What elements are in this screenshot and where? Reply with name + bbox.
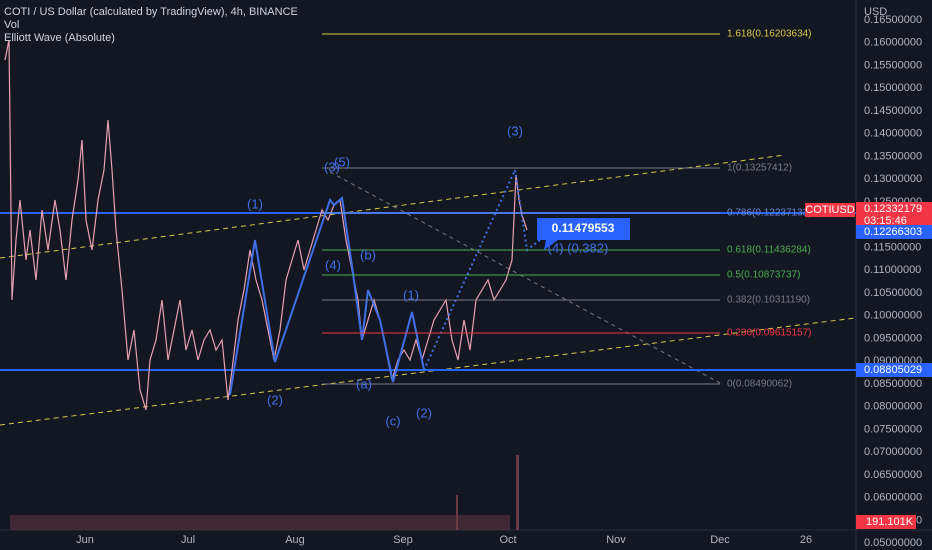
last-price: 0.12332179 xyxy=(864,203,922,215)
wave-label: (c) xyxy=(385,413,400,428)
wave-label: (b) xyxy=(360,247,376,262)
wave-label: (3) xyxy=(507,123,523,138)
last-price-tag xyxy=(856,202,932,228)
wave-label: (1) xyxy=(247,196,263,211)
wave-label: (5) xyxy=(334,154,350,169)
indicator-label: Vol xyxy=(4,19,19,31)
symbol-tag-text: COTIUSD xyxy=(805,204,855,216)
price-axis-label: 0.15000000 xyxy=(864,82,922,94)
time-axis-label: Sep xyxy=(393,534,413,546)
price-axis-label: 0.13000000 xyxy=(864,173,922,185)
symbol-tag xyxy=(805,203,855,217)
support-price: 0.08805029 xyxy=(864,364,922,376)
price-axis-label: 0.05000000 xyxy=(864,537,922,549)
time-axis-label: Aug xyxy=(285,534,305,546)
price-axis-label: 0.15500000 xyxy=(864,59,922,71)
price-axis-label: 0.06000000 xyxy=(864,492,922,504)
wave-label: (1) xyxy=(403,287,419,302)
price-axis-label: 0.11500000 xyxy=(864,241,921,253)
chart-title: COTI / US Dollar (calculated by TradingV… xyxy=(4,6,298,18)
price-axis-label: 0.09500000 xyxy=(864,332,922,344)
time-axis-label: Oct xyxy=(499,534,516,546)
price-axis-label: 0.10000000 xyxy=(864,310,922,322)
price-axis-label: 0.06500000 xyxy=(864,469,922,481)
fib-level-label: 0.5(0.10873737) xyxy=(727,270,800,281)
price-axis-label: 0.08500000 xyxy=(864,378,922,390)
price-axis-label: 0.11000000 xyxy=(864,264,921,276)
fib-level-label: 1(0.13257412) xyxy=(727,163,792,174)
price-axis-label: 0.07500000 xyxy=(864,423,922,435)
time-axis-label: Jul xyxy=(181,534,195,546)
wave-label: (3) xyxy=(324,159,340,174)
time-axis-label: Jun xyxy=(76,534,94,546)
fib-diagonal xyxy=(329,171,721,384)
price-path xyxy=(4,39,528,411)
wave-label: (4) xyxy=(325,257,341,272)
callout-text: 0.11479553 xyxy=(552,221,615,235)
callout-box xyxy=(537,218,630,250)
fib-level-label: 0.618(0.11436284) xyxy=(727,245,811,256)
price-axis-label: 0.13500000 xyxy=(864,150,922,162)
countdown: 03:15:46 xyxy=(864,215,907,227)
price-axis-label: 0.16500000 xyxy=(864,14,922,26)
wave-label: (2) xyxy=(416,405,432,420)
price-axis-label: 0.07000000 xyxy=(864,446,922,458)
wave-label: (2) xyxy=(267,392,283,407)
fib-level-label: 0.236(0.09615157) xyxy=(727,328,812,339)
time-axis-label: Dec xyxy=(710,534,730,546)
channel-top xyxy=(0,154,786,259)
fib-level-label: 0.786(0.12237133) xyxy=(727,208,812,219)
volume-bars xyxy=(10,455,519,530)
price-axis-label: 0.10500000 xyxy=(864,287,922,299)
line-price: 0.12266303 xyxy=(864,226,922,238)
wave-path xyxy=(229,196,425,396)
price-axis-label: 0.14500000 xyxy=(864,105,922,117)
support-price-tag xyxy=(856,363,932,377)
price-axis-label: 0.16000000 xyxy=(864,37,922,49)
currency-label: USD xyxy=(864,6,887,18)
time-axis-label: 26 xyxy=(800,534,812,546)
time-axis-label: Nov xyxy=(606,534,626,546)
fib-level-label: 0(0.08490062) xyxy=(727,379,792,390)
price-axis-label: 0.08000000 xyxy=(864,401,922,413)
wave-label: (4) (0.382) xyxy=(548,240,609,255)
price-axis-label: 0.14000000 xyxy=(864,128,922,140)
wave-projection xyxy=(423,166,541,371)
volume-value: 191.101K xyxy=(866,516,914,528)
fib-level-label: 0.382(0.10311190) xyxy=(727,295,810,306)
wave-label: (a) xyxy=(356,376,372,391)
indicator-label: Elliott Wave (Absolute) xyxy=(4,32,115,44)
fib-level-label: 1.618(0.16203634) xyxy=(727,29,812,40)
line-price-tag xyxy=(856,225,932,239)
volume-tag xyxy=(856,515,916,529)
